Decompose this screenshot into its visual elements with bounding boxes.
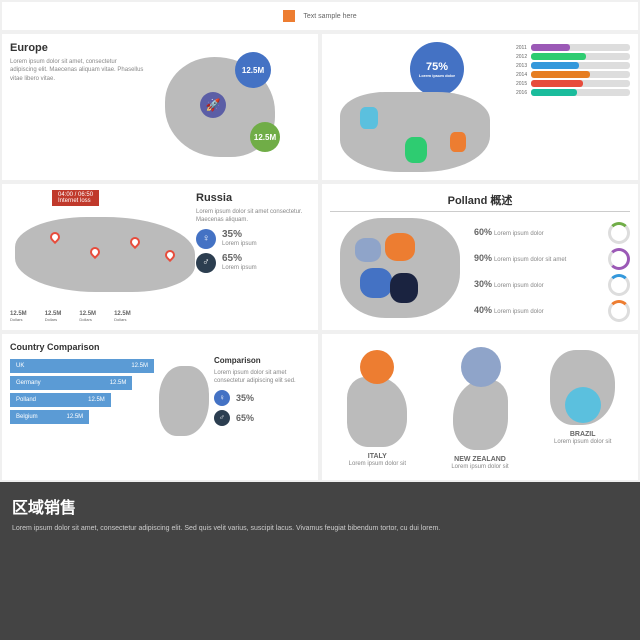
comparison-title: Country Comparison [10, 342, 310, 352]
legend-square [283, 10, 295, 22]
country-nz: NEW ZEALANDLorem ipsum dolor sit [433, 342, 528, 472]
russia-stat-1: ♀35%Lorem ipsum [196, 229, 310, 249]
footer-text: Lorem ipsum dolor sit amet, consectetur … [12, 524, 628, 535]
slide-usa: 75%Lorem ipsum dolor 2011 2012 2013 2014… [322, 34, 638, 180]
europe-bubble-2: 12.5M [250, 122, 280, 152]
region-1 [385, 233, 415, 261]
state-2 [405, 137, 427, 163]
footer-title: 区域销售 [12, 494, 628, 518]
country-brazil: BRAZILLorem ipsum dolor sit [535, 342, 630, 472]
poland-metric-3: 30% Lorem ipsum dolor [474, 274, 630, 296]
europe-text: Lorem ipsum dolor sit amet, consectetur … [10, 58, 145, 83]
slide-europe: Europe Lorem ipsum dolor sit amet, conse… [2, 34, 318, 180]
comp-stat-2: ♂65% [214, 410, 310, 426]
europe-title: Europe [10, 42, 145, 54]
region-3 [390, 273, 418, 303]
italy-bubble [360, 350, 394, 384]
pin-label-1: 12.5MDollars [10, 311, 27, 322]
slide-footer: 区域销售 Lorem ipsum dolor sit amet, consect… [0, 482, 640, 640]
country-italy: ITALYLorem ipsum dolor sit [330, 342, 425, 472]
comparison-subtitle: Comparison [214, 356, 310, 365]
poland-metric-2: 90% Lorem ipsum dolor sit amet [474, 248, 630, 270]
slide-header: Text sample here [2, 2, 638, 30]
bar-poland: Polland12.5M [10, 393, 111, 407]
region-4 [355, 238, 381, 262]
nz-bubble [461, 347, 501, 387]
rocket-icon: 🚀 [200, 92, 226, 118]
state-3 [450, 132, 466, 152]
mini-map [159, 366, 209, 436]
russia-text: Lorem ipsum dolor sit amet consectetur. … [196, 208, 310, 225]
slide-comparison: Country Comparison UK12.5M Germany12.5M … [2, 334, 318, 480]
poland-metric-1: 60% Lorem ipsum dolor [474, 222, 630, 244]
usa-big-bubble: 75%Lorem ipsum dolor [410, 42, 464, 96]
pin-label-2: 12.5MDollars [45, 311, 62, 322]
header-label: Text sample here [303, 13, 356, 20]
pin-label-3: 12.5MDollars [79, 311, 96, 322]
italy-map [347, 377, 407, 447]
poland-metric-4: 40% Lorem ipsum dolor [474, 300, 630, 322]
slide-russia: 04:00 / 06:50Internet loss 12.5MDollars … [2, 184, 318, 330]
state-1 [360, 107, 378, 129]
russia-stat-2: ♂65%Lorem ipsum [196, 253, 310, 273]
region-2 [360, 268, 392, 298]
comp-stat-1: ♀35% [214, 390, 310, 406]
bar-belgium: Belgium12.5M [10, 410, 89, 424]
pin-label-4: 12.5MDollars [114, 311, 131, 322]
slide-poland: Polland 概述 60% Lorem ipsum dolor 90% Lor… [322, 184, 638, 330]
nz-map [453, 380, 508, 450]
poland-title: Polland 概述 [330, 192, 630, 212]
russia-title: Russia [196, 192, 310, 204]
year-bars: 2011 2012 2013 2014 2015 2016 [516, 42, 630, 180]
bar-uk: UK12.5M [10, 359, 154, 373]
bar-germany: Germany12.5M [10, 376, 132, 390]
europe-bubble-1: 12.5M [235, 52, 271, 88]
slide-world: ITALYLorem ipsum dolor sit NEW ZEALANDLo… [322, 334, 638, 480]
comparison-text: Lorem ipsum dolor sit amet consectetur a… [214, 369, 310, 386]
